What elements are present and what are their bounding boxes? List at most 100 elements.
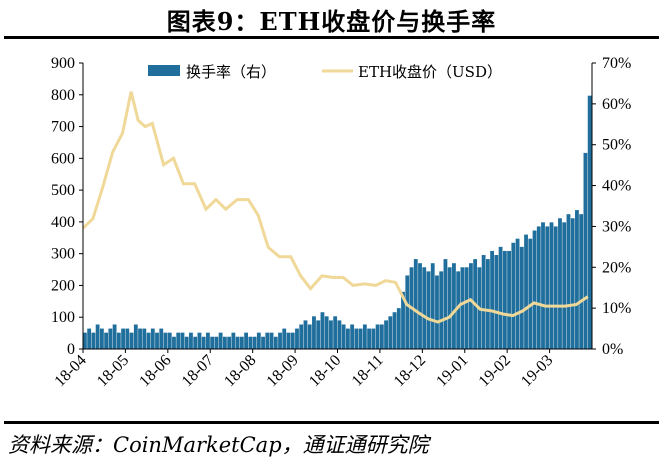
turnover-bar — [99, 328, 104, 349]
turnover-bar — [184, 336, 189, 349]
turnover-bar — [413, 259, 418, 349]
turnover-bar — [532, 230, 537, 349]
title-rule — [4, 36, 659, 39]
right-tick-label: 30% — [602, 218, 631, 235]
turnover-bar — [558, 218, 562, 349]
turnover-bar — [485, 259, 490, 349]
turnover-bar — [430, 263, 435, 349]
turnover-bar — [312, 316, 316, 349]
turnover-bar — [524, 234, 528, 349]
left-tick-label: 200 — [51, 277, 75, 294]
legend: 换手率（右） ETH收盘价（USD） — [148, 63, 502, 81]
turnover-bar — [388, 316, 393, 349]
legend-swatch-bar — [148, 65, 180, 76]
left-tick-label: 500 — [51, 182, 75, 199]
left-tick-label: 700 — [51, 119, 75, 136]
turnover-bar — [252, 336, 257, 349]
x-tick-label: 19-01 — [433, 352, 471, 390]
turnover-bar — [91, 332, 96, 349]
turnover-bar — [167, 332, 172, 349]
turnover-bar — [541, 222, 545, 349]
left-tick-label: 800 — [51, 87, 75, 104]
turnover-bar — [231, 332, 236, 349]
right-tick-label: 50% — [602, 137, 631, 154]
turnover-bar — [278, 332, 282, 349]
turnover-bar — [464, 267, 469, 349]
turnover-bar — [401, 291, 405, 349]
turnover-bar — [536, 226, 541, 349]
source-note: 资料来源：CoinMarketCap，通证通研究院 — [8, 433, 429, 457]
turnover-bar — [362, 324, 367, 349]
turnover-bar — [422, 267, 427, 349]
turnover-bar — [142, 328, 147, 349]
turnover-bar — [129, 332, 134, 349]
turnover-bar — [345, 328, 350, 349]
turnover-bar — [324, 316, 329, 349]
turnover-bar — [261, 336, 265, 349]
turnover-bars — [83, 95, 592, 349]
turnover-bar — [138, 328, 142, 349]
x-tick-label: 19-03 — [518, 352, 556, 390]
legend-label-line: ETH收盘价（USD） — [358, 63, 502, 81]
turnover-bar — [468, 263, 473, 349]
x-tick-label: 18-12 — [391, 352, 429, 390]
turnover-bar — [456, 271, 461, 349]
turnover-bar — [146, 332, 151, 349]
turnover-bar — [562, 222, 567, 349]
turnover-bar — [507, 250, 511, 349]
turnover-bar — [299, 324, 304, 349]
right-tick-label: 60% — [602, 96, 631, 113]
turnover-bar — [447, 267, 452, 349]
turnover-bar — [405, 275, 410, 349]
turnover-bar — [83, 332, 87, 349]
x-tick-label: 19-02 — [476, 352, 514, 390]
turnover-bar — [189, 332, 193, 349]
x-tick-label: 18-11 — [349, 352, 387, 390]
turnover-bar — [248, 336, 253, 349]
turnover-bar — [193, 336, 198, 349]
turnover-bar — [282, 328, 287, 349]
turnover-bar — [172, 336, 176, 349]
turnover-bar — [452, 263, 456, 349]
legend-label-bar: 换手率（右） — [186, 63, 276, 81]
left-tick-label: 0 — [67, 341, 75, 358]
turnover-bar — [206, 332, 210, 349]
turnover-bar — [435, 275, 439, 349]
turnover-bar — [269, 332, 274, 349]
right-tick-label: 20% — [602, 259, 631, 276]
left-tick-label: 100 — [51, 309, 75, 326]
turnover-bar — [295, 328, 299, 349]
turnover-bar — [528, 238, 533, 349]
left-tick-label: 400 — [51, 214, 75, 231]
turnover-bar — [549, 222, 554, 349]
x-tick-label: 18-08 — [221, 352, 259, 390]
turnover-bar — [108, 328, 113, 349]
turnover-bar — [511, 242, 516, 349]
turnover-bar — [570, 218, 575, 349]
turnover-bar — [150, 328, 155, 349]
turnover-bar — [235, 336, 240, 349]
turnover-bar — [159, 328, 164, 349]
turnover-bar — [218, 332, 223, 349]
right-tick-label: 40% — [602, 178, 631, 195]
turnover-bar — [227, 336, 232, 349]
turnover-bar — [155, 332, 159, 349]
footer-rule — [4, 421, 659, 424]
turnover-bar — [286, 332, 291, 349]
turnover-bar — [320, 312, 325, 349]
turnover-bar — [133, 324, 138, 349]
turnover-bar — [222, 336, 227, 349]
turnover-bar — [494, 255, 499, 349]
turnover-bar — [481, 255, 486, 349]
turnover-bar — [176, 332, 181, 349]
turnover-bar — [502, 250, 507, 349]
turnover-bar — [197, 332, 202, 349]
turnover-bar — [210, 336, 215, 349]
x-tick-label: 18-10 — [306, 352, 344, 390]
turnover-bar — [490, 250, 495, 349]
left-tick-label: 600 — [51, 150, 75, 167]
turnover-bar — [566, 214, 571, 349]
turnover-bar — [329, 320, 333, 349]
turnover-bar — [545, 226, 550, 349]
